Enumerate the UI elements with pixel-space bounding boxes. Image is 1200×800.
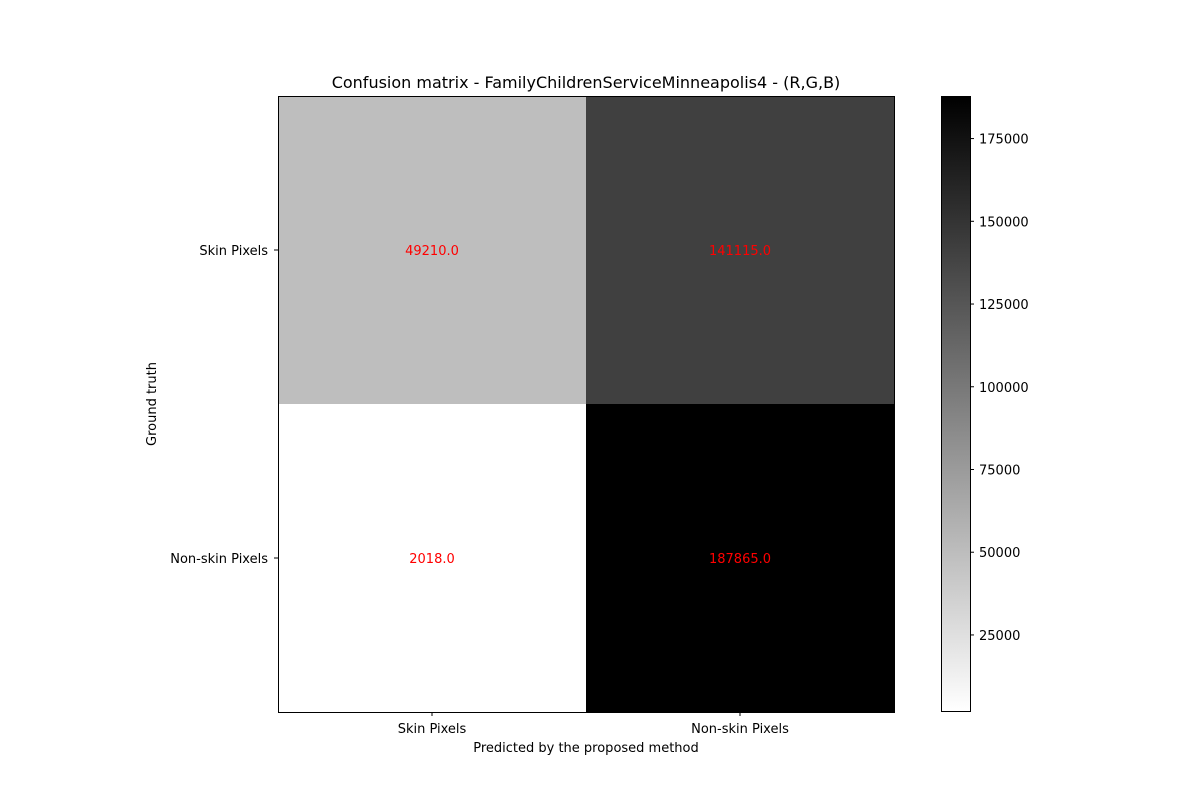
chart-title: Confusion matrix - FamilyChildrenService…	[332, 73, 841, 92]
heatmap-cells	[278, 96, 894, 712]
y-tick-label: Skin Pixels	[199, 244, 268, 259]
heatmap-cell	[278, 404, 586, 712]
cell-value-label: 49210.0	[405, 244, 459, 259]
x-axis-ticks: Skin Pixels Non-skin Pixels	[398, 712, 789, 737]
colorbar-ticks: 25000 50000 75000 100000 125000 150000 175000	[970, 133, 1029, 644]
y-axis-ticks: Skin Pixels Non-skin Pixels	[170, 244, 278, 567]
colorbar	[941, 96, 971, 712]
cell-value-label: 2018.0	[409, 552, 455, 567]
plot-frame	[278, 96, 895, 713]
colorbar-tick-label: 150000	[979, 215, 1029, 230]
heatmap-cell	[586, 404, 894, 712]
heatmap-cell	[586, 96, 894, 404]
x-axis-label: Predicted by the proposed method	[473, 741, 699, 756]
colorbar-tick-label: 50000	[979, 546, 1020, 561]
cell-value-label: 187865.0	[709, 552, 771, 567]
colorbar-tick-label: 25000	[979, 629, 1020, 644]
colorbar-tick-label: 100000	[979, 381, 1029, 396]
y-axis-label: Ground truth	[145, 362, 160, 446]
heatmap-cell	[278, 96, 586, 404]
colorbar-tick-label: 175000	[979, 133, 1029, 148]
cell-value-label: 141115.0	[709, 244, 771, 259]
x-tick-label: Non-skin Pixels	[691, 722, 789, 737]
colorbar-tick-label: 75000	[979, 463, 1020, 478]
heatmap-cell-labels: 49210.0 141115.0 2018.0 187865.0	[405, 244, 771, 567]
colorbar-tick-label: 125000	[979, 298, 1029, 313]
x-tick-label: Skin Pixels	[398, 722, 467, 737]
y-tick-label: Non-skin Pixels	[170, 552, 268, 567]
